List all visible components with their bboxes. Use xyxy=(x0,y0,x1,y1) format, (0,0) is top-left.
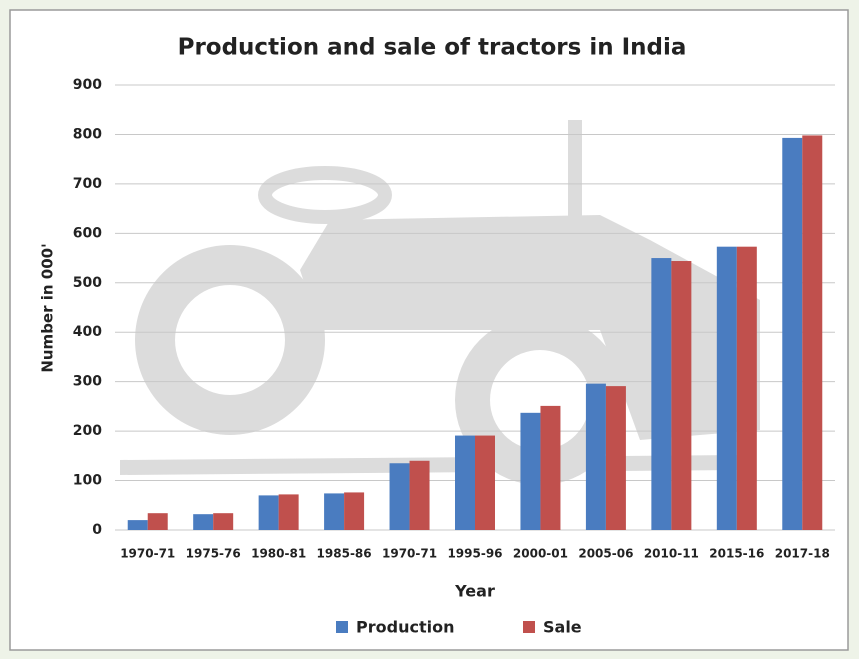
x-tick-label: 2017-18 xyxy=(775,547,830,561)
y-tick-label: 400 xyxy=(73,324,102,340)
bar xyxy=(671,261,692,530)
legend-label: Production xyxy=(356,618,454,637)
bar xyxy=(344,492,365,530)
bar xyxy=(455,435,475,530)
bar xyxy=(409,460,430,530)
legend-label: Sale xyxy=(543,618,582,637)
bar xyxy=(475,435,495,530)
bar xyxy=(782,137,803,530)
chart-title: Production and sale of tractors in India xyxy=(178,35,687,61)
x-tick-label: 1970-71 xyxy=(382,547,437,561)
bar xyxy=(213,513,234,530)
y-tick-label: 500 xyxy=(73,275,102,291)
y-tick-label: 100 xyxy=(73,473,102,489)
legend-swatch xyxy=(336,621,348,633)
y-tick-label: 800 xyxy=(73,126,102,142)
y-tick-label: 600 xyxy=(73,225,102,241)
x-tick-label: 1970-71 xyxy=(120,547,175,561)
bar xyxy=(585,383,606,530)
tractor-watermark xyxy=(120,120,760,485)
y-tick-label: 300 xyxy=(73,374,102,390)
y-axis-label: Number in 000' xyxy=(39,243,57,372)
x-tick-label: 2015-16 xyxy=(709,547,764,561)
x-tick-label: 1980-81 xyxy=(251,547,306,561)
y-tick-label: 200 xyxy=(73,423,102,439)
bar xyxy=(802,135,823,530)
x-tick-label: 2000-01 xyxy=(513,547,568,561)
x-tick-label: 2010-11 xyxy=(644,547,699,561)
bar xyxy=(193,514,214,530)
y-tick-label: 0 xyxy=(92,522,102,538)
bar xyxy=(278,494,299,530)
bar xyxy=(605,386,626,530)
x-tick-label: 2005-06 xyxy=(578,547,633,561)
bar xyxy=(147,513,168,530)
x-tick-label: 1975-76 xyxy=(186,547,241,561)
bar xyxy=(324,493,345,530)
bar xyxy=(736,246,757,530)
bar xyxy=(127,520,148,530)
legend-swatch xyxy=(523,621,535,633)
y-tick-label: 700 xyxy=(73,176,102,192)
x-axis-label: Year xyxy=(454,582,495,601)
bar xyxy=(258,495,279,530)
bar xyxy=(540,405,561,530)
x-tick-label: 1985-86 xyxy=(317,547,372,561)
bar xyxy=(651,258,672,530)
bar xyxy=(716,246,737,530)
y-tick-label: 900 xyxy=(73,77,102,93)
bar xyxy=(520,412,541,530)
x-tick-label: 1995-96 xyxy=(447,547,502,561)
bar xyxy=(389,463,410,530)
